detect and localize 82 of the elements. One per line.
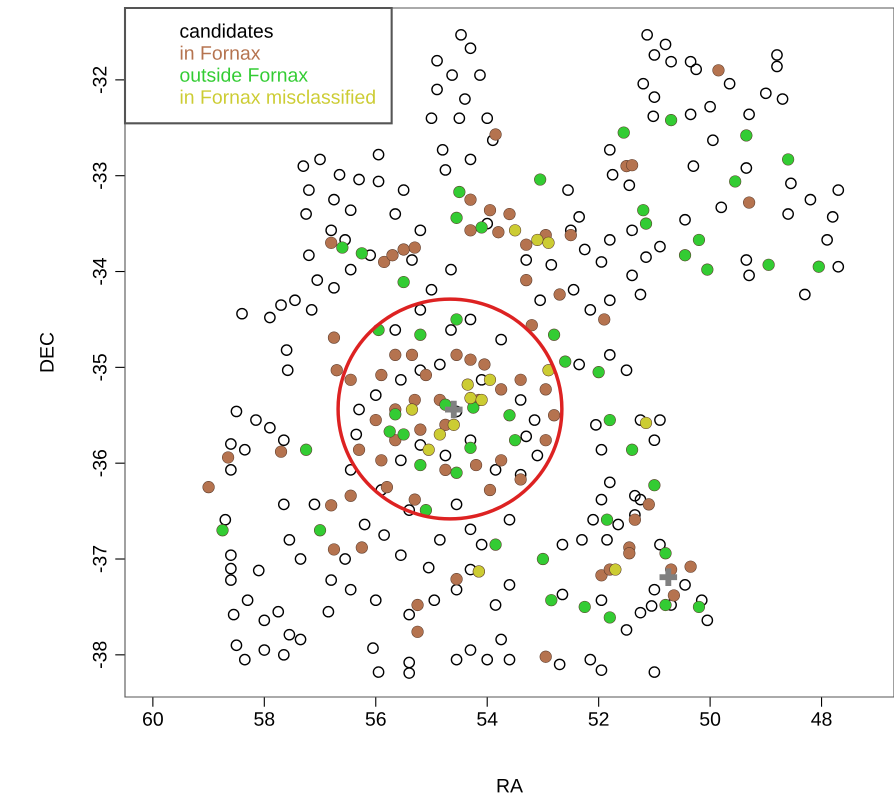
point xyxy=(609,563,622,576)
point xyxy=(464,392,477,404)
point xyxy=(626,444,638,456)
point xyxy=(464,442,477,454)
point xyxy=(398,276,410,288)
point xyxy=(450,466,463,479)
point xyxy=(640,416,652,430)
x-tick-label: 52 xyxy=(588,712,608,726)
text: in Fornax misclassified xyxy=(180,90,375,104)
point xyxy=(356,247,368,260)
point xyxy=(453,186,466,198)
point xyxy=(384,425,396,438)
point xyxy=(414,328,426,341)
point xyxy=(434,428,446,441)
y-tick-label: -36 xyxy=(92,450,107,476)
point xyxy=(600,514,614,526)
y-tick-label: -35 xyxy=(92,354,107,381)
point xyxy=(300,444,312,456)
point xyxy=(692,600,706,614)
point xyxy=(659,598,672,612)
point xyxy=(508,434,522,446)
point xyxy=(406,403,418,416)
y-tick-label: -33 xyxy=(92,162,107,189)
point xyxy=(536,552,550,566)
x-tick-label: 60 xyxy=(143,712,163,726)
y-tick-label: -32 xyxy=(92,66,107,94)
point xyxy=(692,234,706,246)
point xyxy=(592,366,605,378)
point xyxy=(420,504,432,516)
point xyxy=(542,236,555,249)
point xyxy=(503,409,516,422)
text: outside Fornax xyxy=(180,68,308,82)
point xyxy=(534,173,546,186)
point xyxy=(414,459,426,472)
point xyxy=(508,224,522,236)
point xyxy=(336,241,348,254)
point xyxy=(578,600,591,614)
y-tick-label: -37 xyxy=(92,546,107,572)
point xyxy=(216,524,229,536)
point xyxy=(548,328,560,341)
point xyxy=(762,258,775,271)
point xyxy=(782,153,794,166)
text: in Fornax xyxy=(180,46,260,60)
x-tick-label: 56 xyxy=(366,712,386,726)
point xyxy=(640,218,652,230)
point xyxy=(314,524,326,536)
point xyxy=(448,418,460,431)
y-axis-title: DEC xyxy=(40,332,54,372)
point xyxy=(484,374,496,386)
point xyxy=(450,212,463,224)
point xyxy=(660,568,678,586)
x-axis-title: RA xyxy=(498,779,523,792)
point xyxy=(422,444,435,456)
point xyxy=(476,394,488,406)
point xyxy=(559,356,572,368)
point xyxy=(531,234,544,246)
point xyxy=(604,414,616,426)
x-tick-label: 58 xyxy=(254,712,274,726)
point xyxy=(659,547,672,560)
y-tick-label: -38 xyxy=(92,642,107,668)
point xyxy=(637,204,650,216)
point xyxy=(444,400,463,418)
y-tick-label: -34 xyxy=(92,258,107,285)
point xyxy=(389,408,402,420)
point xyxy=(545,594,558,606)
point xyxy=(678,249,692,262)
text: candidates xyxy=(180,24,273,38)
point xyxy=(450,313,463,326)
point xyxy=(618,126,630,139)
point xyxy=(604,611,616,624)
x-tick-label: 54 xyxy=(477,712,498,726)
point xyxy=(476,221,488,234)
point xyxy=(489,538,502,551)
point xyxy=(462,378,474,391)
x-tick-label: 50 xyxy=(700,712,720,726)
point xyxy=(729,175,742,188)
point xyxy=(648,479,660,492)
x-tick-label: 48 xyxy=(811,712,832,726)
point xyxy=(665,114,678,126)
point xyxy=(701,264,714,276)
point xyxy=(812,260,825,273)
point xyxy=(398,428,410,441)
